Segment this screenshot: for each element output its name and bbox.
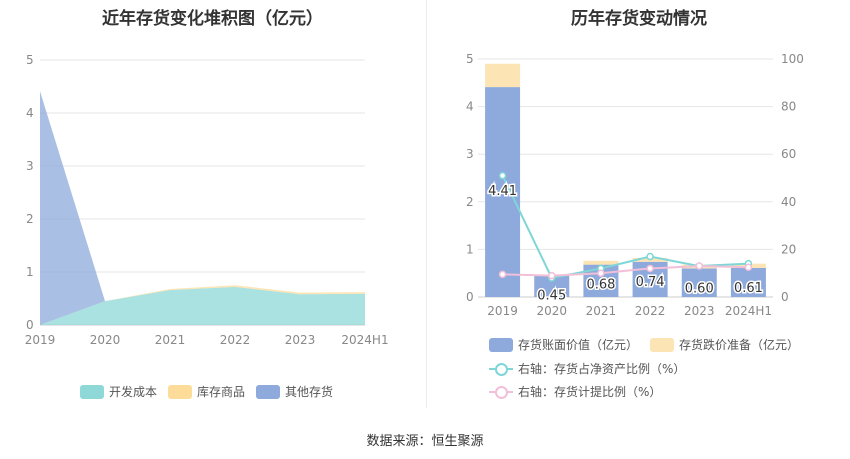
legend-swatch-other-inventory	[256, 384, 280, 399]
left-x-tick-label: 2023	[285, 333, 316, 347]
legend-item-reserve[interactable]: 存货跌价准备（亿元）	[650, 336, 799, 353]
bar-value-label: 0.68	[586, 278, 615, 293]
legend-swatch-provision-ratio	[489, 385, 513, 399]
legend-label-provision-ratio: 右轴：存货计提比例（%）	[518, 385, 662, 399]
line-provision-ratio-point	[548, 271, 556, 280]
legend-swatch-reserve	[650, 337, 674, 352]
left-x-tick-label: 2020	[90, 333, 121, 347]
legend-label-book-value: 存货账面价值（亿元）	[518, 338, 639, 352]
legend-label-net-asset-ratio: 右轴：存货占净资产比例（%）	[518, 362, 686, 376]
left-y-tick-label: 3	[26, 159, 34, 173]
right-y2-tick-label: 40	[781, 195, 796, 209]
bar-value-label: 0.61	[734, 281, 763, 296]
legend-label-inventory-goods: 库存商品	[197, 385, 246, 399]
legend-item-book-value[interactable]: 存货账面价值（亿元）	[489, 336, 638, 353]
legend-label-other-inventory: 其他存货	[285, 385, 334, 399]
legend-swatch-net-asset-ratio	[489, 362, 513, 376]
right-y2-tick-label: 20	[781, 242, 796, 256]
line-provision-ratio	[502, 265, 749, 277]
left-chart-title: 近年存货变化堆积图（亿元）	[102, 9, 323, 29]
legend-swatch-book-value	[489, 337, 513, 352]
left-x-tick-label: 2019	[25, 333, 56, 347]
line-provision-ratio-point	[744, 263, 753, 271]
line-provision-ratio-point	[498, 270, 507, 279]
area-other-inventory	[40, 91, 365, 326]
area-develop-cost	[40, 286, 365, 325]
right-y-tick-label: 5	[466, 52, 474, 66]
bar-reserve	[485, 63, 521, 88]
right-y2-tick-label: 80	[781, 100, 796, 114]
left-y-tick-label: 0	[26, 318, 34, 332]
left-y-tick-label: 4	[26, 106, 34, 120]
legend-item-provision-ratio[interactable]: 右轴：存货计提比例（%）	[489, 383, 661, 400]
left-y-tick-label: 1	[26, 265, 34, 279]
right-y-tick-label: 4	[466, 100, 474, 114]
right-y-tick-label: 0	[466, 290, 474, 304]
right-x-tick-label: 2024H1	[725, 304, 772, 318]
left-y-tick-label: 2	[26, 212, 34, 226]
legend-item-inventory-goods[interactable]: 库存商品	[168, 383, 245, 400]
line-net-asset-ratio-point	[646, 252, 654, 261]
legend-label-reserve: 存货跌价准备（亿元）	[679, 338, 800, 352]
bar-reserve	[583, 260, 619, 265]
bar-value-label: 4.41	[488, 184, 517, 199]
right-y-tick-label: 3	[466, 147, 474, 161]
line-provision-ratio-point	[597, 269, 605, 277]
right-y-tick-label: 1	[466, 242, 474, 256]
right-chart-title: 历年存货变动情况	[571, 9, 707, 29]
left-x-tick-label: 2024H1	[341, 333, 388, 347]
legend-item-develop-cost[interactable]: 开发成本	[80, 383, 157, 400]
panel-divider	[426, 0, 427, 408]
left-y-tick-label: 5	[26, 53, 34, 67]
legend-swatch-inventory-goods	[168, 384, 192, 399]
legend-swatch-develop-cost	[80, 384, 104, 399]
line-net-asset-ratio	[501, 175, 749, 280]
bar-book-value	[681, 268, 717, 297]
left-x-tick-label: 2021	[155, 333, 186, 347]
bar-value-label: 0.45	[537, 289, 566, 304]
data-source-note: 数据来源：恒生聚源	[366, 434, 484, 449]
right-y2-tick-label: 0	[781, 290, 789, 304]
right-x-tick-label: 2020	[536, 304, 567, 318]
line-provision-ratio-point	[646, 264, 654, 273]
right-y2-tick-label: 100	[781, 52, 804, 66]
right-y2-tick-label: 60	[781, 147, 796, 161]
right-x-tick-label: 2019	[487, 304, 518, 318]
right-y-tick-label: 2	[466, 195, 474, 209]
legend-item-net-asset-ratio[interactable]: 右轴：存货占净资产比例（%）	[489, 360, 685, 377]
legend-label-develop-cost: 开发成本	[109, 385, 158, 399]
bar-value-label: 0.60	[685, 281, 714, 296]
right-x-tick-label: 2023	[684, 304, 715, 318]
line-provision-ratio-point	[695, 262, 703, 270]
bar-book-value	[730, 267, 766, 297]
right-x-tick-label: 2021	[586, 304, 617, 318]
right-x-tick-label: 2022	[635, 304, 666, 318]
bar-book-value	[534, 275, 570, 297]
bar-value-label: 0.74	[636, 275, 665, 290]
legend-item-other-inventory[interactable]: 其他存货	[256, 383, 333, 400]
left-x-tick-label: 2022	[220, 333, 251, 347]
line-net-asset-ratio-point	[498, 171, 507, 180]
bar-book-value	[485, 87, 521, 297]
